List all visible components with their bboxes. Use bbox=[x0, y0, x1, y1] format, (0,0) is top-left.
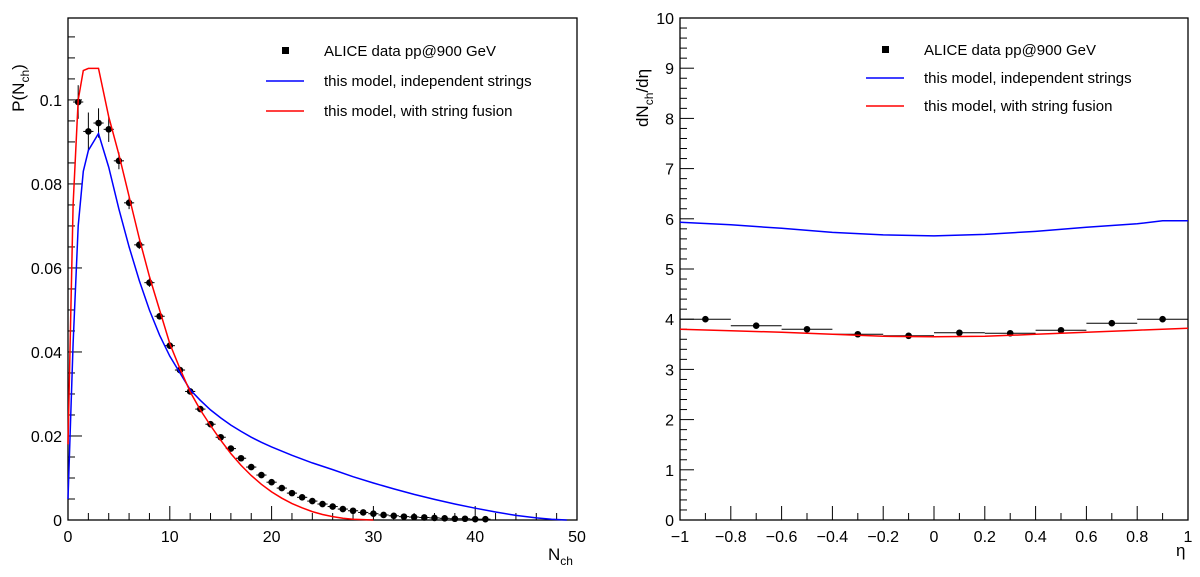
data-point bbox=[278, 484, 286, 492]
data-point bbox=[339, 505, 347, 513]
data-point bbox=[441, 515, 448, 522]
data-point bbox=[95, 119, 102, 127]
y-tick-label: 0.1 bbox=[40, 93, 62, 110]
y-axis-title: P(Nch) bbox=[9, 64, 32, 112]
multiplicity-distribution-chart: 0 10 20 30 40 50 0 0.02 0.04 0.06 0.08 0.1 P(Nch) Nch… bbox=[9, 17, 586, 568]
data-point bbox=[905, 332, 912, 340]
y-tick-label: 8 bbox=[665, 111, 674, 128]
data-point bbox=[803, 325, 811, 333]
data-point bbox=[1057, 326, 1065, 334]
x-tick-label: 0.6 bbox=[1075, 529, 1097, 546]
data-point bbox=[410, 513, 418, 521]
x-axis-title: η bbox=[1176, 541, 1185, 560]
data-point bbox=[451, 515, 459, 523]
y-tick-label: 4 bbox=[665, 312, 674, 329]
data-point bbox=[380, 511, 387, 519]
data-point bbox=[370, 510, 377, 517]
y-axis-title: dNch/dη bbox=[633, 69, 656, 127]
y-tick-label: 10 bbox=[656, 11, 674, 28]
x-tick-label: 0 bbox=[64, 529, 73, 546]
plot-frame bbox=[67, 17, 578, 521]
x-tick-label: 40 bbox=[466, 529, 484, 546]
y-tick-label: 7 bbox=[665, 162, 674, 179]
data-point bbox=[329, 503, 336, 510]
legend-label: ALICE data pp@900 GeV bbox=[924, 42, 1096, 59]
data-point bbox=[482, 515, 489, 523]
data-point bbox=[237, 454, 245, 462]
x-tick-label: −0.2 bbox=[867, 529, 899, 546]
data-point bbox=[390, 512, 398, 520]
data-point bbox=[349, 507, 357, 515]
y-tick-label: 0.08 bbox=[31, 177, 62, 194]
legend-label: this model, with string fusion bbox=[924, 98, 1112, 115]
x-tick-label: 20 bbox=[263, 529, 281, 546]
y-tick-label: 9 bbox=[665, 61, 674, 78]
data-point bbox=[431, 514, 438, 522]
legend-label: this model, independent strings bbox=[924, 70, 1132, 87]
data-point bbox=[956, 329, 963, 337]
data-point bbox=[288, 489, 296, 497]
x-tick-label: 50 bbox=[568, 529, 586, 546]
data-point bbox=[854, 330, 862, 338]
data-point bbox=[258, 471, 265, 479]
series-line-1 bbox=[67, 131, 567, 521]
data-point bbox=[309, 497, 316, 505]
data-point bbox=[359, 509, 367, 516]
data-point bbox=[1108, 319, 1116, 327]
x-tick-label: 1 bbox=[1184, 529, 1193, 546]
x-tick-label: −0.8 bbox=[715, 529, 747, 546]
data-point bbox=[1159, 315, 1166, 323]
x-tick-label: 10 bbox=[161, 529, 179, 546]
legend-marker bbox=[282, 47, 289, 54]
series-line-2 bbox=[679, 327, 1189, 338]
data-point bbox=[702, 315, 709, 323]
x-tick-label: 0 bbox=[930, 529, 939, 546]
data-point bbox=[400, 513, 408, 520]
y-tick-label: 0 bbox=[53, 513, 62, 530]
x-tick-label: −1 bbox=[671, 529, 689, 546]
plot-frame bbox=[679, 17, 1189, 521]
y-tick-label: 2 bbox=[665, 413, 674, 430]
y-tick-label: 6 bbox=[665, 212, 674, 229]
series-line-1 bbox=[679, 220, 1188, 237]
y-tick-label: 0.04 bbox=[31, 345, 62, 362]
x-tick-label: −0.6 bbox=[766, 529, 798, 546]
legend-label: ALICE data pp@900 GeV bbox=[324, 43, 496, 60]
x-tick-label: 0.2 bbox=[974, 529, 996, 546]
data-point bbox=[752, 322, 760, 330]
x-axis-title: Nch bbox=[548, 545, 573, 568]
data-point bbox=[247, 463, 255, 471]
x-tick-label: −0.4 bbox=[817, 529, 849, 546]
y-tick-label: 1 bbox=[665, 463, 674, 480]
legend-label: this model, with string fusion bbox=[324, 103, 512, 120]
data-point bbox=[319, 500, 326, 508]
y-tick-label: 3 bbox=[665, 362, 674, 379]
data-point bbox=[268, 478, 275, 486]
data-point bbox=[461, 515, 469, 523]
x-tick-label: 30 bbox=[365, 529, 383, 546]
data-point bbox=[471, 515, 479, 523]
y-tick-label: 0.06 bbox=[31, 261, 62, 278]
y-tick-label: 0.02 bbox=[31, 429, 62, 446]
legend-marker bbox=[882, 46, 889, 53]
legend-label: this model, independent strings bbox=[324, 73, 532, 90]
x-tick-label: 0.4 bbox=[1024, 529, 1046, 546]
data-point bbox=[298, 494, 306, 501]
x-tick-label: 0.8 bbox=[1126, 529, 1148, 546]
data-point bbox=[85, 128, 92, 135]
data-point bbox=[105, 126, 113, 133]
pseudorapidity-density-chart: −1 −0.8 −0.6 −0.4 −0.2 0 0.2 0.4 0.6 0.8 101234567… bbox=[633, 11, 1193, 560]
y-tick-label: 0 bbox=[665, 513, 674, 530]
data-point bbox=[421, 514, 428, 521]
series-line-2 bbox=[67, 67, 374, 521]
y-tick-label: 5 bbox=[665, 262, 674, 279]
